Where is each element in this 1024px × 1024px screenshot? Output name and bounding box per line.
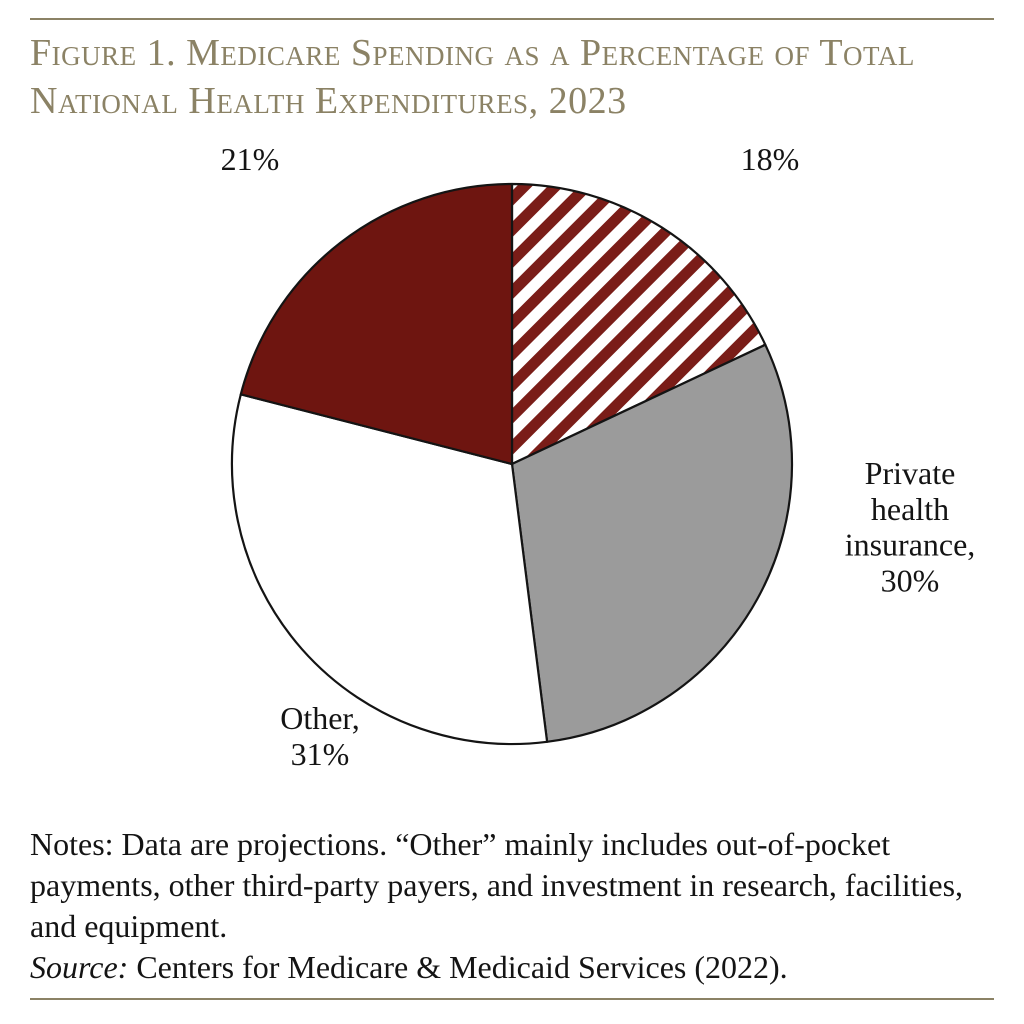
source-label: Source: xyxy=(30,949,128,985)
slice-label-medicaid: Medicaid,18% xyxy=(706,144,835,177)
top-rule xyxy=(30,18,994,20)
bottom-rule xyxy=(30,998,994,1000)
source-text: Centers for Medicare & Medicaid Services… xyxy=(128,949,787,985)
figure-title: Figure 1. Medicare Spending as a Percent… xyxy=(30,30,994,125)
figure-notes: Notes: Data are projections. “Other” mai… xyxy=(30,824,994,988)
chart-area: Medicaid,18% Privatehealthinsurance,30% Ot… xyxy=(30,131,994,816)
slice-label-private: Privatehealthinsurance,30% xyxy=(845,455,976,599)
pie-chart: Medicaid,18% Privatehealthinsurance,30% Ot… xyxy=(30,144,994,804)
slice-label-medicare: Medicare,21% xyxy=(186,144,315,177)
figure-container: Figure 1. Medicare Spending as a Percent… xyxy=(0,0,1024,1024)
pie-slices xyxy=(232,184,792,744)
slice-label-other: Other,31% xyxy=(280,700,360,772)
notes-text: Notes: Data are projections. “Other” mai… xyxy=(30,826,963,944)
